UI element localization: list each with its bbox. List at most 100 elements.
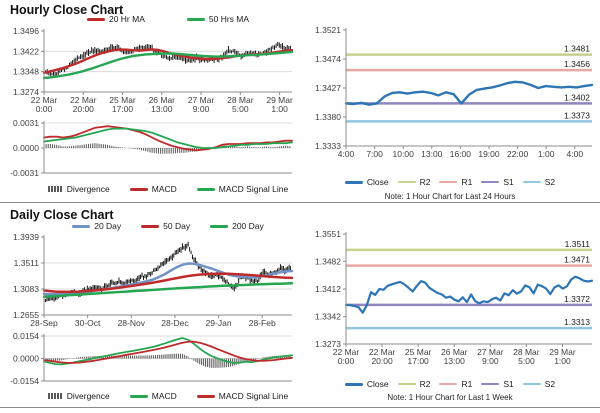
daily-chart-title: Daily Close Chart [10,208,114,222]
svg-text:13:00: 13:00 [421,149,443,159]
svg-text:1.3511: 1.3511 [565,239,591,249]
legend-label: R1 [461,177,473,187]
svg-text:29-Jan: 29-Jan [206,318,232,328]
svg-text:1.3333: 1.3333 [315,141,341,151]
section-divider [0,202,600,203]
hourly-macd-legend: Divergence MACD MACD Signal Line [44,183,292,195]
legend-item-r2: R2 [397,177,430,187]
legend-item-r2: R2 [397,379,431,389]
svg-text:0.0000: 0.0000 [13,143,39,153]
legend-item-close: Close [344,177,389,187]
legend-item-s2: S2 [522,177,555,187]
svg-text:1.3342: 1.3342 [315,312,341,322]
legend-swatch-icon [86,17,105,21]
legend-item-divergence: Divergence [47,391,110,401]
svg-text:4:00: 4:00 [567,149,584,159]
svg-text:1.3373: 1.3373 [564,110,590,120]
svg-text:28-Feb: 28-Feb [249,318,276,328]
svg-text:28-Nov: 28-Nov [118,318,146,328]
svg-text:4:00: 4:00 [338,149,355,159]
legend-item-s1: S1 [481,177,514,187]
svg-text:1.3511: 1.3511 [14,258,40,268]
legend-label: R2 [419,379,431,389]
legend-swatch-icon [186,17,205,21]
weekly-sr-legend: Close R2 R1 S1 S2 [302,378,598,390]
legend-label: MACD [151,391,177,401]
svg-text:0.0154: 0.0154 [13,331,39,341]
legend-swatch-icon [344,382,363,386]
legend-item-r1: R1 [439,177,472,187]
svg-text:1.3348: 1.3348 [13,67,39,77]
svg-text:1.3521: 1.3521 [315,25,341,35]
svg-text:0.0000: 0.0000 [13,354,39,364]
hourly-sr-note: Note: 1 Hour Chart for Last 24 Hours [384,192,516,201]
svg-text:1.3939: 1.3939 [13,233,39,242]
legend-label: 200 Day [232,221,264,231]
legend-label: 20 Hr MA [108,14,145,24]
legend-item-close: Close [344,379,389,389]
legend-item-50-hrs-ma: 50 Hrs MA [186,14,250,24]
svg-text:16:00: 16:00 [450,149,472,159]
legend-item-macd-signal-line: MACD Signal Line [196,184,288,194]
svg-text:19:00: 19:00 [478,149,500,159]
svg-text:7:00: 7:00 [366,149,383,159]
hourly-sr-chart: 1.3481 1.3456 1.3402 1.3373 1.3521 1.3474 1.34… [315,25,594,159]
svg-text:30-Oct: 30-Oct [75,318,101,328]
legend-label: R1 [461,379,473,389]
svg-text:1.3372: 1.3372 [564,294,590,304]
legend-swatch-icon [196,187,215,191]
legend-item-macd: MACD [129,184,177,194]
legend-label: Divergence [66,184,110,194]
svg-text:1.3274: 1.3274 [13,87,39,97]
legend-item-200-day: 200 Day [210,221,264,231]
svg-text:1.3422: 1.3422 [13,46,39,56]
legend-item-divergence: Divergence [47,184,110,194]
legend-label: 50 Hrs MA [208,14,250,24]
legend-swatch-icon [141,224,160,228]
legend-swatch-icon [481,382,500,386]
legend-swatch-icon [397,180,416,184]
legend-swatch-icon [72,224,91,228]
hourly-price-legend: 20 Hr MA 50 Hrs MA [44,13,292,25]
legend-label: Close [366,177,389,187]
legend-swatch-icon [344,180,363,184]
legend-item-r1: R1 [439,379,472,389]
bottom-divider [0,407,600,408]
legend-label: S2 [544,379,556,389]
legend-swatch-icon [522,180,541,184]
legend-swatch-icon [439,180,458,184]
svg-text:1.3273: 1.3273 [315,339,341,349]
legend-swatch-icon [129,187,148,191]
svg-text:1.3474: 1.3474 [315,54,341,64]
svg-text:1.3481: 1.3481 [564,44,590,54]
svg-text:1.3083: 1.3083 [13,284,39,294]
svg-text:1.3427: 1.3427 [315,83,341,93]
legend-swatch-icon [129,394,148,398]
legend-label: S1 [503,379,514,389]
legend-label: S1 [503,177,514,187]
legend-label: 50 Day [163,221,191,231]
daily-macd-chart: 0.0154 0.0000 -0.0154 [10,331,293,386]
legend-swatch-icon [522,382,541,386]
svg-text:1.3412: 1.3412 [315,284,341,294]
svg-text:1.3313: 1.3313 [564,317,590,327]
legend-swatch-icon [397,382,416,386]
legend-label: 20 Day [94,221,122,231]
legend-swatch-icon [439,382,458,386]
legend-item-50-day: 50 Day [141,221,190,231]
weekly-sr-chart: 1.3511 1.3471 1.3372 1.3313 1.3551 1.3482 1.34… [315,229,594,366]
svg-text:1.3471: 1.3471 [564,255,590,265]
svg-text:1.3551: 1.3551 [315,229,341,239]
